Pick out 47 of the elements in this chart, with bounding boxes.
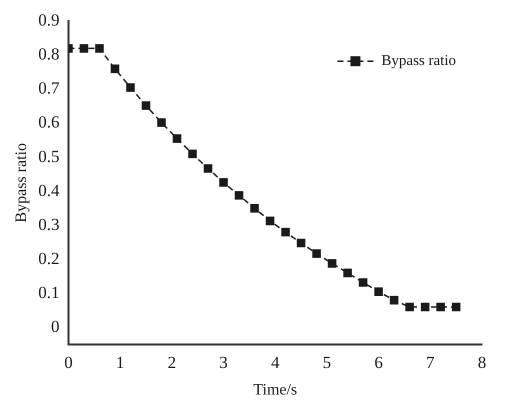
y-tick-label: 0.9 xyxy=(38,10,60,30)
y-axis-title: Bypass ratio xyxy=(12,143,30,223)
point xyxy=(328,259,336,268)
point xyxy=(234,191,244,200)
point xyxy=(219,178,228,187)
x-tick-label: 4 xyxy=(270,353,280,372)
point xyxy=(80,44,88,53)
point xyxy=(390,296,398,304)
point xyxy=(436,302,445,312)
point xyxy=(126,83,135,92)
y-tick-label: 0.3 xyxy=(38,214,60,234)
x-tick-label: 8 xyxy=(478,353,486,372)
x-tick-label: 2 xyxy=(168,353,176,372)
point xyxy=(172,134,182,143)
point xyxy=(296,238,306,248)
point xyxy=(281,228,290,236)
x-axis-title: Time/s xyxy=(253,382,298,399)
point xyxy=(374,287,383,296)
point xyxy=(452,302,460,312)
point xyxy=(142,101,150,110)
y-tick-label: 0.5 xyxy=(38,146,60,166)
y-tick-label: 0.8 xyxy=(38,44,60,64)
x-tick-label: 6 xyxy=(374,353,383,372)
y-tick-label: 0.7 xyxy=(38,78,60,98)
x-tick-label: 7 xyxy=(426,353,436,372)
x-tick-label: 5 xyxy=(322,353,332,372)
point xyxy=(358,278,368,287)
x-tick-label: 0 xyxy=(64,353,73,372)
legend-label: Bypass ratio xyxy=(381,53,456,70)
point xyxy=(188,150,197,158)
point xyxy=(95,44,104,53)
y-tick-label: 0.4 xyxy=(38,180,60,200)
y-tick-label: 0 xyxy=(50,316,60,336)
point xyxy=(266,216,274,226)
point xyxy=(405,302,414,312)
point xyxy=(312,249,321,258)
x-tick-label: 3 xyxy=(219,353,228,372)
point xyxy=(157,118,166,127)
point xyxy=(204,164,212,173)
point xyxy=(343,268,352,278)
point xyxy=(250,204,259,213)
x-tick-label: 1 xyxy=(116,353,124,372)
point xyxy=(420,302,430,312)
y-tick-label: 0.1 xyxy=(38,282,60,302)
point xyxy=(110,64,120,74)
y-tick-label: 0.2 xyxy=(38,248,60,268)
y-tick-label: 0.6 xyxy=(38,112,60,132)
